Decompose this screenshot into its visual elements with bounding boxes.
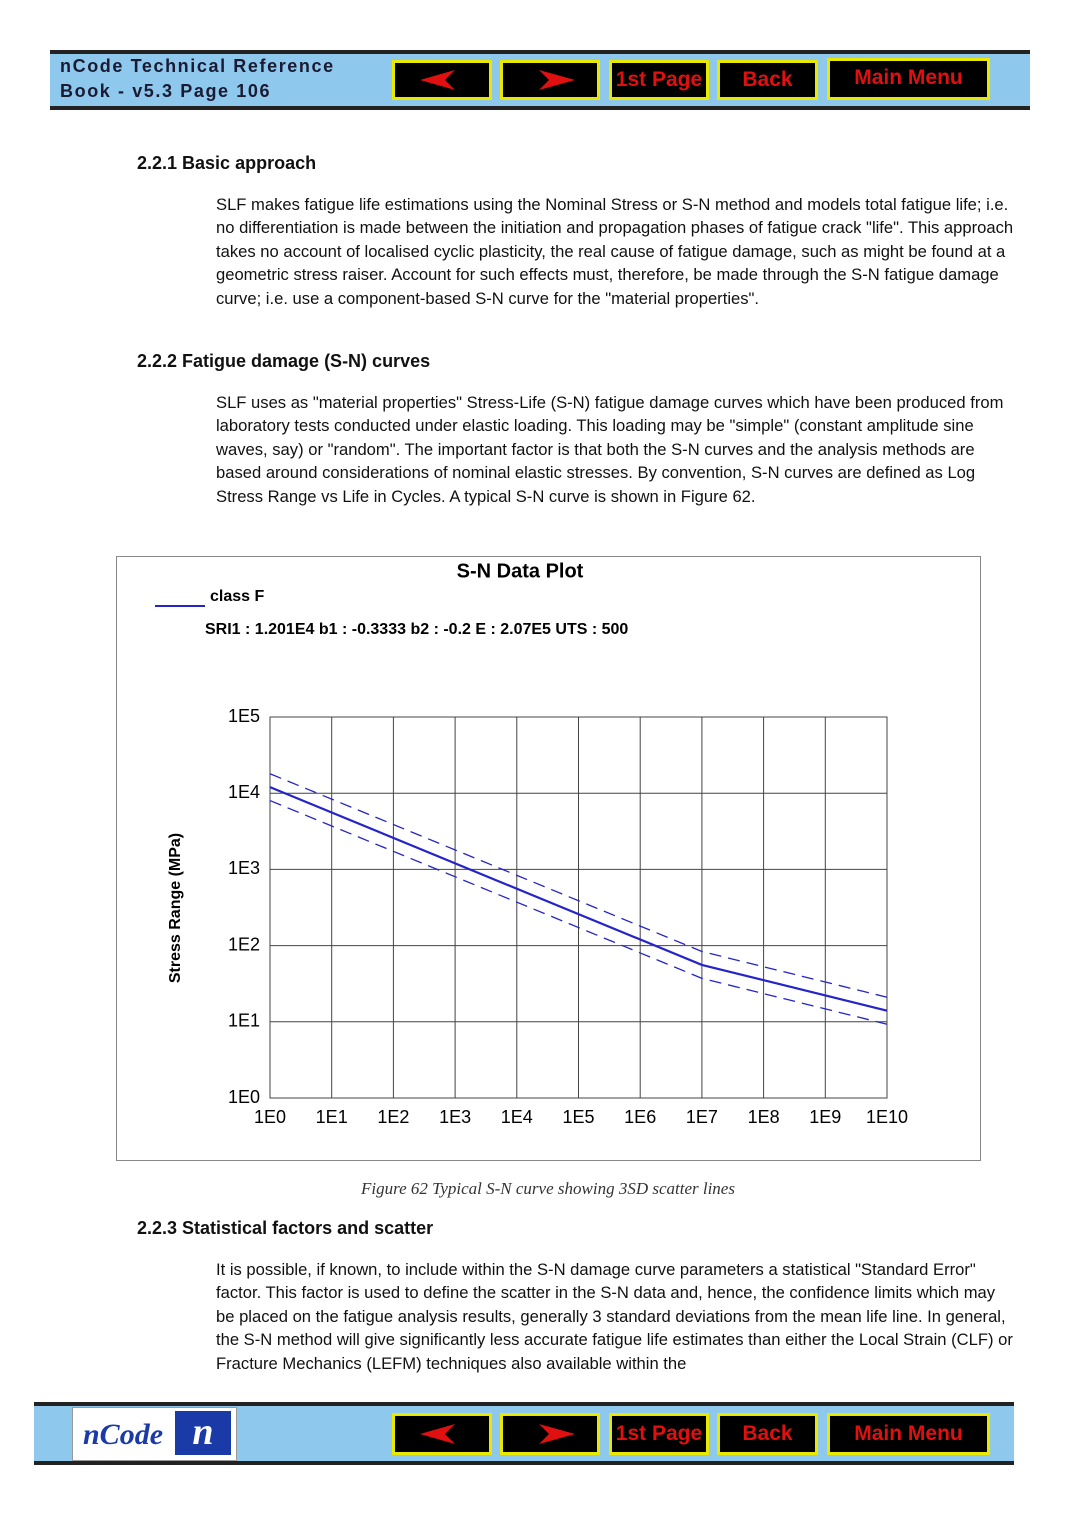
scatter-line bbox=[269, 799, 888, 1025]
first-page-button[interactable]: 1st Page bbox=[609, 1413, 709, 1455]
y-tick-label: 1E2 bbox=[228, 934, 260, 954]
logo-text: nCode bbox=[83, 1418, 164, 1451]
back-button[interactable]: Back bbox=[717, 1413, 818, 1455]
prev-button[interactable] bbox=[392, 1413, 492, 1455]
x-tick-label: 1E8 bbox=[748, 1107, 780, 1127]
next-button[interactable] bbox=[500, 1413, 600, 1455]
header-title: nCode Technical Reference bbox=[60, 56, 335, 76]
next-button[interactable] bbox=[500, 60, 600, 100]
sn-curve bbox=[269, 786, 888, 1012]
x-tick-label: 1E4 bbox=[501, 1107, 533, 1127]
main-menu-button[interactable]: Main Menu bbox=[827, 1413, 990, 1455]
first-page-button[interactable]: 1st Page bbox=[609, 60, 709, 100]
x-tick-label: 1E9 bbox=[809, 1107, 841, 1127]
x-tick-label: 1E5 bbox=[562, 1107, 594, 1127]
back-button[interactable]: Back bbox=[717, 60, 818, 100]
legend-label: class F bbox=[210, 588, 264, 605]
figure-caption: Figure 62 Typical S-N curve showing 3SD … bbox=[361, 1179, 735, 1198]
header-page: Book - v5.3 Page 106 bbox=[60, 81, 272, 101]
paragraph: SLF uses as "material properties" Stress… bbox=[216, 393, 1004, 506]
x-tick-label: 1E7 bbox=[686, 1107, 718, 1127]
heading: 2.2.3 Statistical factors and scatter bbox=[137, 1218, 434, 1238]
y-tick-label: 1E5 bbox=[228, 706, 260, 726]
paragraph: SLF makes fatigue life estimations using… bbox=[216, 195, 1014, 308]
main-menu-button[interactable]: Main Menu bbox=[827, 58, 990, 100]
y-tick-label: 1E4 bbox=[228, 782, 260, 802]
x-tick-label: 1E3 bbox=[439, 1107, 471, 1127]
y-axis-label: Stress Range (MPa) bbox=[167, 833, 184, 983]
y-tick-label: 1E0 bbox=[228, 1087, 260, 1107]
chart-subtitle: SRI1 : 1.201E4 b1 : -0.3333 b2 : -0.2 E … bbox=[205, 621, 628, 638]
x-tick-label: 1E2 bbox=[377, 1107, 409, 1127]
x-tick-label: 1E6 bbox=[624, 1107, 656, 1127]
y-tick-label: 1E3 bbox=[228, 858, 260, 878]
paragraph: It is possible, if known, to include wit… bbox=[216, 1260, 1013, 1373]
x-tick-label: 1E10 bbox=[866, 1107, 908, 1127]
chart-title: S-N Data Plot bbox=[457, 560, 584, 582]
y-tick-label: 1E1 bbox=[228, 1011, 260, 1031]
plot-frame bbox=[269, 716, 888, 1099]
x-tick-label: 1E1 bbox=[316, 1107, 348, 1127]
heading: 2.2.2 Fatigue damage (S-N) curves bbox=[137, 351, 431, 371]
prev-button[interactable] bbox=[392, 60, 492, 100]
x-tick-label: 1E0 bbox=[254, 1107, 286, 1127]
logo: nCode n bbox=[72, 1407, 237, 1461]
logo-mark: n bbox=[175, 1411, 231, 1455]
heading: 2.2.1 Basic approach bbox=[137, 153, 317, 173]
chart-frame bbox=[116, 556, 981, 1161]
scatter-line bbox=[269, 773, 888, 998]
chart: S-N Data Plot SRI1 : 1.201E4 b1 : -0.333… bbox=[116, 556, 981, 1161]
